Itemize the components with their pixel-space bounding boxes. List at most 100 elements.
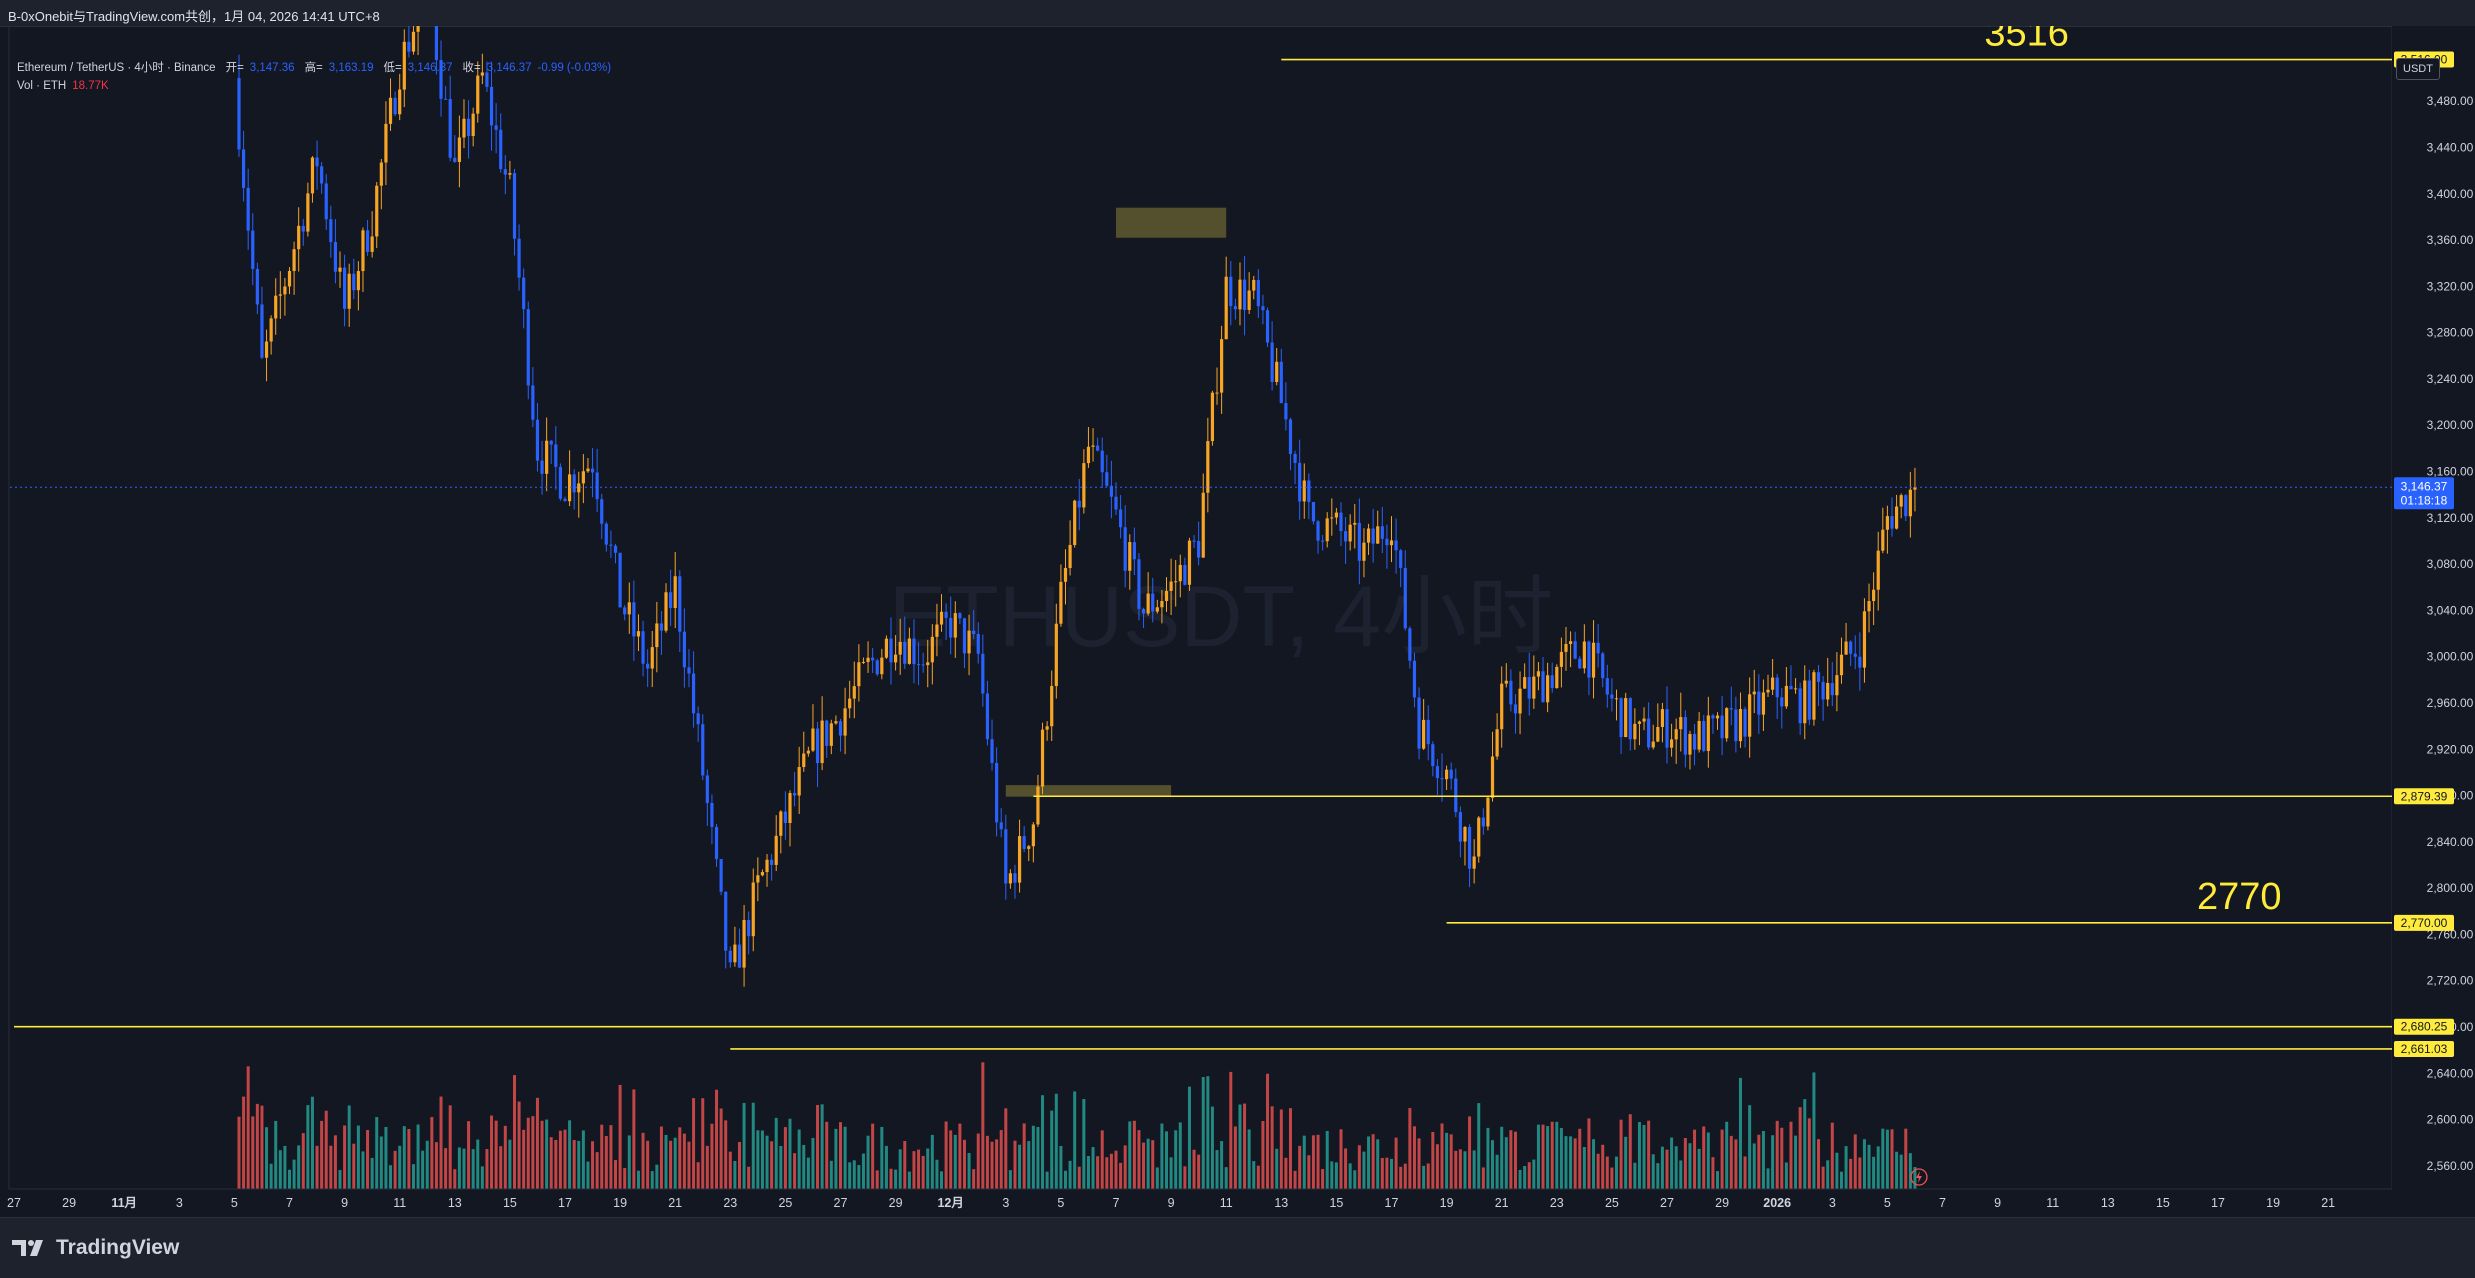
candle-body[interactable]	[894, 654, 898, 663]
candle-body[interactable]	[650, 647, 654, 669]
candle-body[interactable]	[1679, 717, 1683, 730]
candle-body[interactable]	[572, 474, 576, 493]
candle-body[interactable]	[976, 633, 980, 654]
candle-body[interactable]	[1371, 528, 1375, 544]
candle-body[interactable]	[1187, 540, 1192, 585]
candle-body[interactable]	[1628, 698, 1632, 740]
candle-body[interactable]	[1325, 518, 1329, 542]
candle-body[interactable]	[448, 99, 452, 158]
candle-body[interactable]	[682, 631, 686, 668]
candle-body[interactable]	[1105, 472, 1109, 486]
candle-body[interactable]	[241, 149, 246, 188]
candle-body[interactable]	[990, 739, 994, 763]
candle-body[interactable]	[1422, 719, 1426, 749]
candle-body[interactable]	[811, 728, 815, 751]
candle-body[interactable]	[278, 294, 282, 296]
candle-body[interactable]	[1123, 527, 1127, 571]
candle-body[interactable]	[1376, 526, 1380, 544]
candle-body[interactable]	[903, 641, 907, 664]
candle-body[interactable]	[857, 662, 861, 687]
candle-body[interactable]	[797, 767, 801, 796]
candle-body[interactable]	[554, 444, 558, 467]
candle-body[interactable]	[531, 385, 535, 420]
candle-body[interactable]	[1141, 608, 1146, 614]
candle-body[interactable]	[1467, 826, 1472, 869]
candle-body[interactable]	[1748, 694, 1752, 737]
candle-body[interactable]	[999, 822, 1003, 830]
candle-body[interactable]	[696, 713, 700, 725]
candle-body[interactable]	[1766, 689, 1770, 693]
candle-body[interactable]	[1775, 677, 1779, 698]
candle-body[interactable]	[912, 638, 916, 665]
candle-body[interactable]	[292, 249, 296, 271]
candle-body[interactable]	[1913, 487, 1917, 490]
candle-body[interactable]	[1651, 741, 1655, 748]
candle-body[interactable]	[1692, 733, 1697, 750]
candle-body[interactable]	[1541, 671, 1545, 703]
candle-body[interactable]	[1803, 680, 1807, 724]
candle-body[interactable]	[701, 724, 705, 776]
candle-body[interactable]	[724, 891, 728, 951]
candle-body[interactable]	[1839, 654, 1844, 676]
candle-body[interactable]	[765, 859, 769, 873]
candle-body[interactable]	[1619, 698, 1623, 738]
candle-body[interactable]	[710, 802, 714, 827]
candle-body[interactable]	[1366, 528, 1371, 543]
candle-body[interactable]	[1734, 709, 1738, 742]
candle-body[interactable]	[1399, 550, 1403, 568]
candle-body[interactable]	[1151, 593, 1155, 612]
candle-body[interactable]	[962, 618, 967, 654]
candle-body[interactable]	[815, 728, 820, 764]
candle-body[interactable]	[1546, 675, 1550, 703]
candle-body[interactable]	[1867, 601, 1871, 612]
candle-body[interactable]	[1858, 656, 1862, 668]
candle-body[interactable]	[1040, 729, 1045, 787]
candle-body[interactable]	[1683, 717, 1687, 755]
candle-body[interactable]	[1633, 723, 1637, 740]
candle-body[interactable]	[1587, 641, 1591, 678]
candle-body[interactable]	[1275, 361, 1279, 382]
candle-body[interactable]	[577, 483, 581, 493]
candle-body[interactable]	[1339, 512, 1343, 532]
candle-body[interactable]	[618, 552, 622, 608]
candle-body[interactable]	[848, 698, 852, 709]
candle-body[interactable]	[347, 273, 351, 309]
candle-body[interactable]	[466, 118, 471, 137]
level-price-tag[interactable]	[2394, 1018, 2454, 1035]
candle-body[interactable]	[1077, 500, 1081, 508]
candle-body[interactable]	[1872, 589, 1876, 602]
candle-body[interactable]	[365, 230, 370, 252]
candle-body[interactable]	[728, 950, 732, 963]
candle-body[interactable]	[1220, 339, 1224, 393]
candle-body[interactable]	[944, 611, 948, 618]
candle-body[interactable]	[1050, 686, 1054, 727]
candle-body[interactable]	[1743, 709, 1747, 737]
candle-body[interactable]	[916, 664, 921, 666]
candle-body[interactable]	[1578, 658, 1582, 669]
candle-body[interactable]	[1091, 445, 1095, 447]
candle-body[interactable]	[779, 811, 783, 836]
candle-body[interactable]	[310, 157, 315, 194]
candle-body[interactable]	[1385, 538, 1389, 546]
candle-body[interactable]	[338, 267, 342, 272]
candle-body[interactable]	[783, 811, 787, 824]
candle-body[interactable]	[1780, 697, 1784, 707]
candle-body[interactable]	[1702, 720, 1706, 751]
candle-body[interactable]	[953, 613, 957, 638]
candle-body[interactable]	[1761, 692, 1766, 715]
candle-body[interactable]	[315, 157, 319, 167]
last-price-tag[interactable]	[2394, 477, 2454, 510]
candle-body[interactable]	[820, 720, 824, 764]
candle-body[interactable]	[476, 75, 480, 114]
candle-body[interactable]	[1559, 651, 1563, 667]
candle-body[interactable]	[1403, 567, 1407, 629]
candle-body[interactable]	[1711, 715, 1715, 719]
candle-body[interactable]	[1573, 641, 1577, 659]
candle-body[interactable]	[623, 607, 627, 615]
candle-body[interactable]	[733, 944, 737, 963]
candle-body[interactable]	[1821, 681, 1825, 700]
candle-body[interactable]	[462, 118, 466, 138]
candle-body[interactable]	[792, 793, 797, 796]
candle-body[interactable]	[1697, 720, 1701, 750]
candle-body[interactable]	[283, 286, 287, 295]
